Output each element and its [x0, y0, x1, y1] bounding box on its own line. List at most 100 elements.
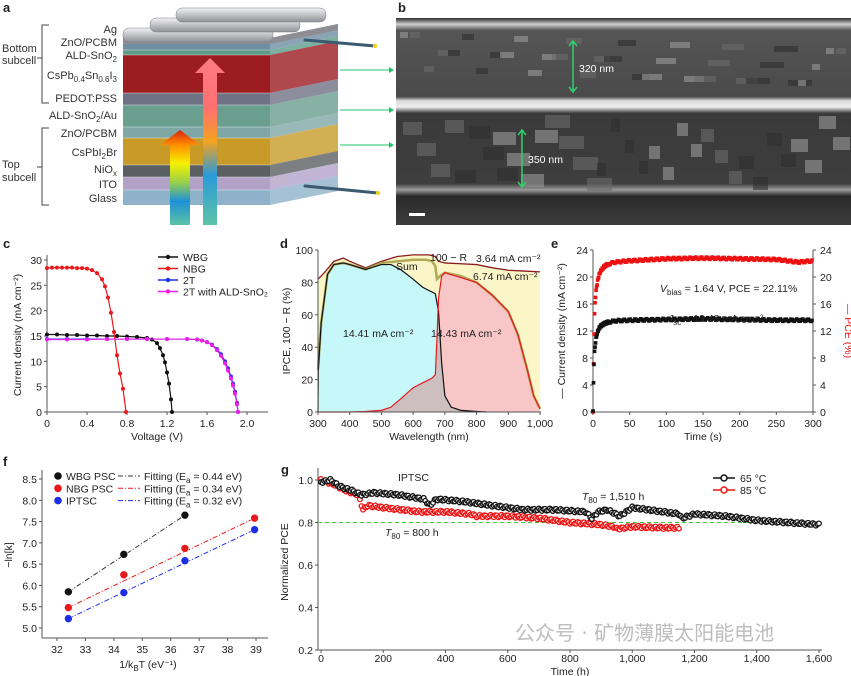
jv-point [45, 332, 49, 337]
jv-point [45, 337, 49, 342]
x-tick-label: 50 [624, 418, 636, 430]
x-tick-label: 500 [373, 418, 391, 430]
legend-marker [54, 484, 62, 493]
data-point-current [592, 362, 596, 367]
legend-marker [54, 472, 62, 480]
jv-point [95, 271, 99, 276]
jv-point [105, 334, 109, 338]
sem-grain [587, 178, 612, 191]
y-tick-label: 0.2 [298, 645, 313, 657]
arrhenius-point [250, 525, 259, 534]
y-tick-label: 25 [30, 280, 42, 292]
sem-grain [611, 119, 620, 132]
x-tick-label: 33 [80, 644, 92, 656]
y2-tick-label: 0 [820, 407, 826, 419]
wire-contact-dot [372, 43, 378, 49]
stability-point-85c [675, 525, 682, 532]
data-point-current [592, 349, 597, 354]
sem-cross-section: 320 nm 350 nm [396, 18, 851, 225]
x-tick-label: 1,400 [744, 653, 770, 665]
sem-grain [528, 70, 542, 76]
jv-point [215, 348, 219, 353]
stack-layer-side [270, 163, 338, 190]
legend-fit-part: Fitting (E [144, 483, 186, 495]
wire-contact-dot [375, 190, 381, 196]
y-axis-title: — Current density (mA cm⁻²) [556, 263, 568, 399]
y-tick-label: 5.5 [22, 602, 37, 614]
stack-layer-front [123, 55, 270, 93]
annotation-part: T [582, 491, 590, 503]
annotation-reflection-loss: 3.64 mA cm⁻² [476, 253, 541, 265]
fit-line [68, 514, 186, 593]
x-tick-label: 34 [108, 644, 120, 656]
jv-point [226, 368, 230, 373]
arrow-head [389, 67, 394, 73]
jv-curve-2 [47, 338, 239, 413]
y-tick-label: 0.4 [298, 603, 313, 615]
sem-grain [580, 72, 596, 78]
legend-marker [165, 289, 171, 294]
stack-layer-front [123, 190, 270, 205]
jv-point [210, 343, 214, 348]
sem-grain [722, 44, 744, 50]
sem-grain [670, 42, 690, 48]
jv-point [195, 337, 199, 342]
data-point-current [593, 341, 598, 345]
legend-marker [165, 277, 171, 283]
jv-point [231, 383, 235, 388]
jv-point [205, 340, 209, 345]
legend-marker [165, 266, 171, 271]
sem-grain [625, 140, 634, 153]
sem-grain [739, 156, 754, 169]
stack-labels: Ag ZnO/PCBM ALD-SnO2 CsPb0.4Sn0.6I3 PEDO… [2, 24, 118, 206]
legend-fit-label: Fitting (Ea = 0.44 eV) [144, 471, 242, 485]
x-tick-label: 37 [193, 644, 205, 656]
x-axis-title: Time (h) [551, 666, 590, 676]
x-tick-label: 38 [222, 644, 234, 656]
sem-grain [476, 68, 488, 74]
wbg-ipce-fill [318, 262, 487, 412]
device-stack-diagram [122, 7, 394, 225]
jv-point [125, 337, 129, 342]
annotation-part: 80 [391, 532, 400, 541]
sem-grain [715, 150, 728, 163]
jv-point [75, 332, 79, 337]
sem-grain [632, 74, 650, 80]
sem-grain [656, 58, 676, 64]
annotation-part: bias [667, 288, 682, 297]
y-tick-label: 1.0 [298, 475, 313, 487]
y-tick-label: 60 [301, 310, 313, 322]
bottom-subcell-bracket [37, 24, 49, 104]
chart-ipce: 300 400 500 600 700 800 900 1,000 0 20 40 60 80 100 10… [281, 245, 553, 443]
annotation-t80_65: T80 = 1,510 h [582, 491, 644, 505]
sem-grain [497, 168, 518, 181]
y-tick-label: 6.0 [22, 580, 37, 592]
jv-point [115, 353, 119, 358]
annotation-part: V [660, 283, 668, 295]
panel-label-g: g [281, 462, 289, 477]
x-tick-label: 900 [500, 418, 518, 430]
silver-electrode-finger [175, 7, 327, 23]
stack-layer-front [123, 165, 270, 177]
y-tick-label: 7.5 [22, 517, 37, 529]
x-tick-label: 800 [561, 653, 579, 665]
jv-point [170, 410, 174, 414]
panel-label-b: b [398, 0, 406, 15]
y2-tick-label: 16 [820, 299, 832, 311]
legend-fit-part: a [186, 476, 191, 485]
sem-grain [417, 143, 436, 156]
jv-point [106, 295, 110, 300]
annotation-part: = 800 h [400, 527, 438, 539]
sem-grain [455, 170, 476, 183]
jv-point [165, 337, 169, 342]
y-axis-title: Normalized PCE [279, 523, 291, 601]
legend-fit-part: = 0.34 eV) [190, 483, 242, 495]
data-point-pce [593, 295, 598, 300]
stack-layer-side [270, 113, 338, 138]
y-axis-title: −ln[k] [3, 542, 15, 567]
x-tick-label: 1,000 [619, 653, 645, 665]
layer-label-ito: ITO [99, 179, 118, 191]
annotation-part: 80 [588, 496, 597, 505]
data-point-pce [592, 332, 596, 336]
